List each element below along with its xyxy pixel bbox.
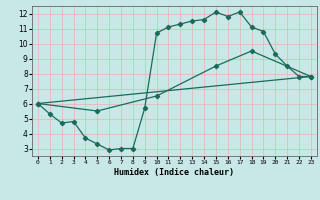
X-axis label: Humidex (Indice chaleur): Humidex (Indice chaleur) [115,168,234,177]
